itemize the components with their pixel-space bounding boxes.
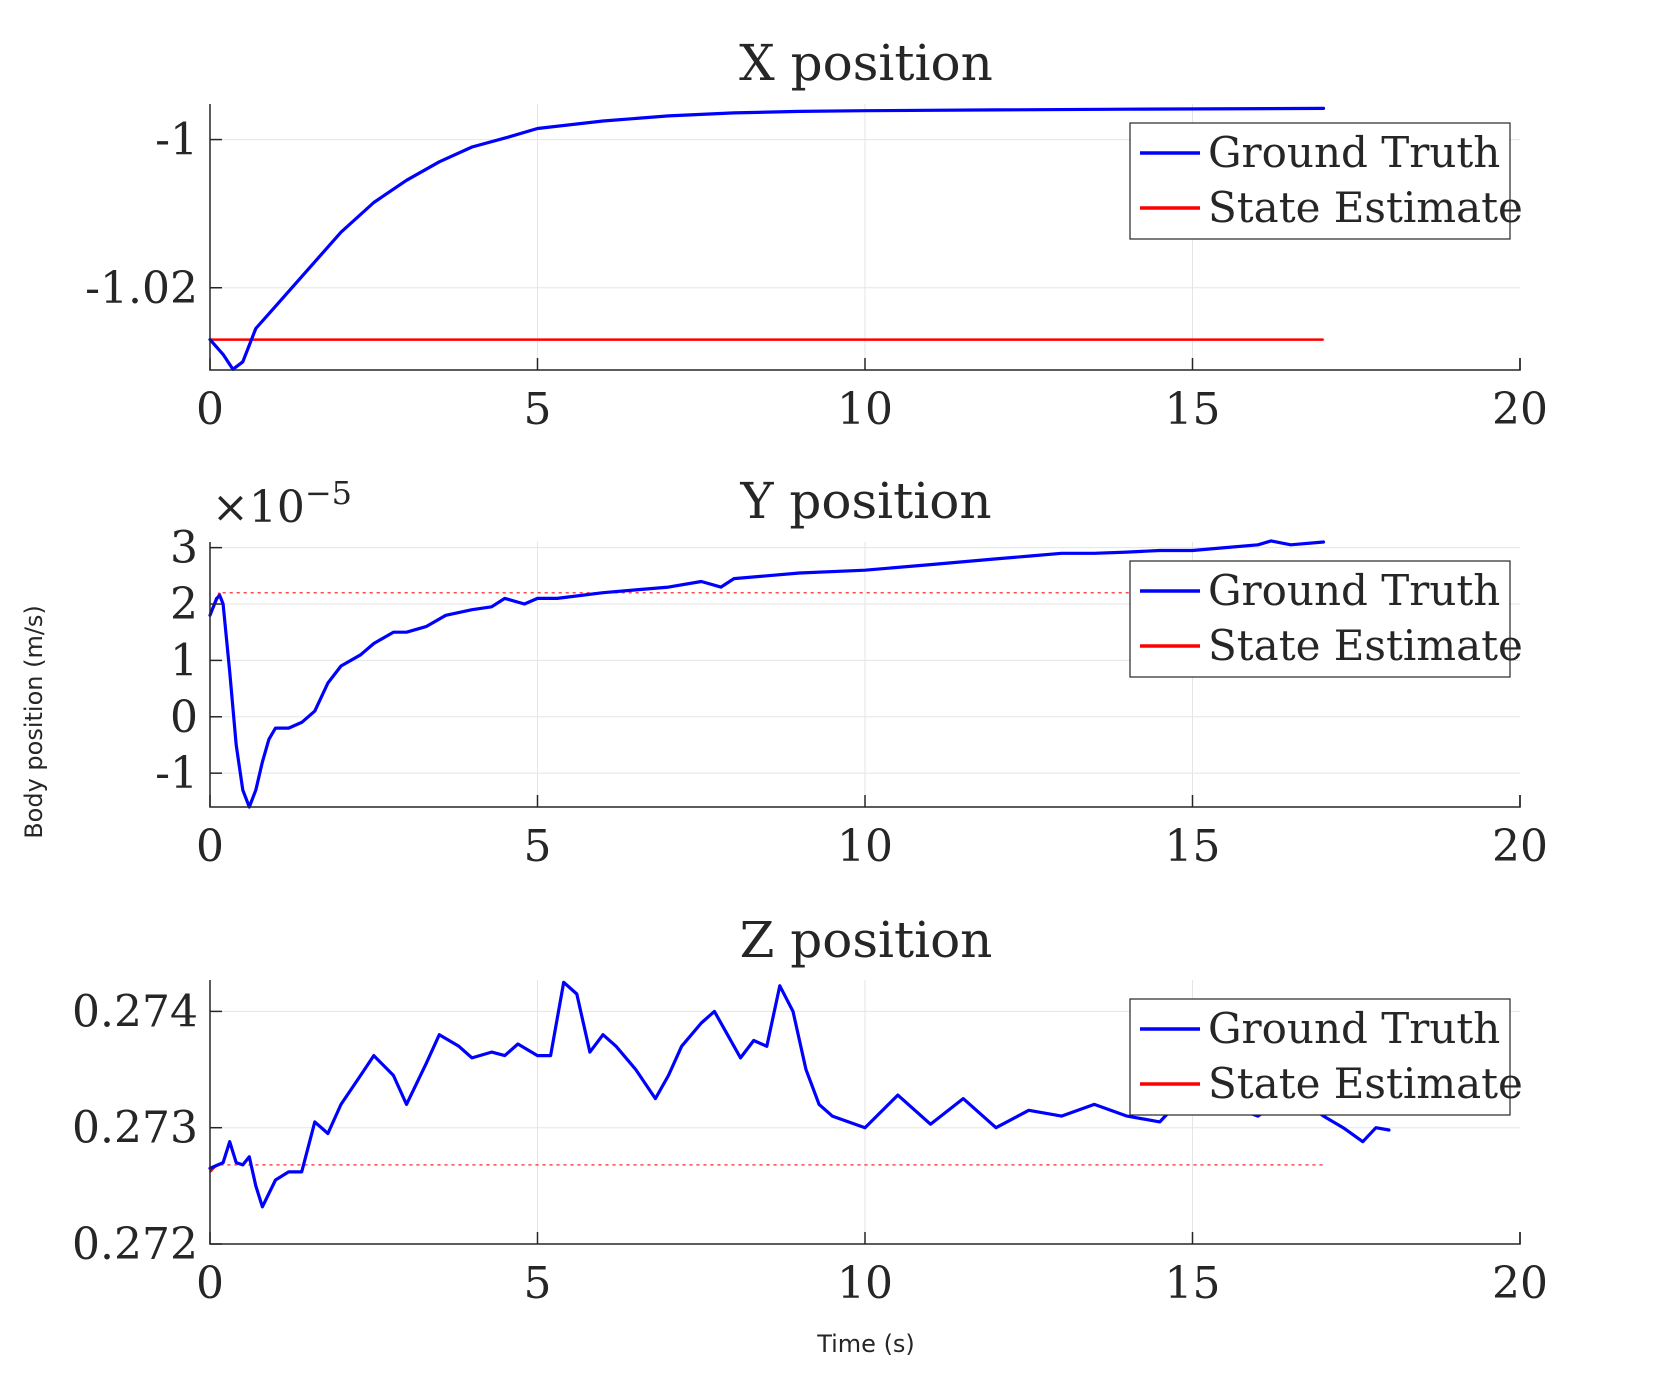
- x-tick-label: 15: [1165, 1258, 1221, 1309]
- x-tick-label: 0: [196, 1258, 224, 1309]
- ground-truth-series: [208, 980, 1391, 1209]
- y-tick-label: -1: [155, 115, 198, 166]
- x-tick-label: 0: [196, 821, 224, 872]
- legend: Ground Truth State Estimate: [1129, 122, 1523, 240]
- legend-entry: Ground Truth: [1208, 128, 1500, 177]
- legend-box: [1129, 122, 1511, 240]
- x-tick-label: 20: [1492, 384, 1548, 435]
- legend-box: [1129, 998, 1511, 1116]
- legend: Ground Truth State Estimate: [1129, 560, 1523, 678]
- subplot-z-position: 0 5 10 15 20 0.274 0.273 0.272 Z position Grou…: [72, 911, 1548, 1309]
- x-tick-label: 20: [1492, 821, 1548, 872]
- x-tick-label: 20: [1492, 1258, 1548, 1309]
- y-tick-label: 0.274: [72, 986, 198, 1037]
- y-tick-label: 3: [170, 523, 198, 574]
- x-tick-label: 10: [837, 384, 893, 435]
- x-tick-label: 5: [524, 1258, 552, 1309]
- legend: Ground Truth State Estimate: [1129, 998, 1523, 1116]
- y-tick-label: 0.273: [72, 1103, 198, 1154]
- y-tick-labels: -1 -1.02: [85, 115, 222, 314]
- x-tick-labels: 0 5 10 15 20: [196, 358, 1548, 435]
- exponent-base: ×10: [212, 482, 305, 533]
- legend-entry: Ground Truth: [1208, 566, 1500, 615]
- subplot-title: Y position: [739, 472, 991, 530]
- ground-truth-series: [208, 539, 1326, 809]
- subplot-title: X position: [739, 34, 993, 92]
- x-tick-label: 5: [524, 384, 552, 435]
- y-tick-label: 0.272: [72, 1219, 198, 1270]
- y-tick-label: -1: [155, 748, 198, 799]
- legend-entry: Ground Truth: [1208, 1004, 1500, 1053]
- y-exponent-label: ×10−5: [212, 474, 352, 533]
- ground-truth-series: [208, 106, 1326, 371]
- x-tick-labels: 0 5 10 15 20: [196, 795, 1548, 872]
- x-tick-label: 10: [837, 821, 893, 872]
- y-tick-labels: 0.274 0.273 0.272: [72, 986, 222, 1270]
- legend-entry: State Estimate: [1208, 621, 1523, 670]
- exponent-power: −5: [305, 474, 352, 512]
- y-tick-label: 2: [170, 579, 198, 630]
- subplot-title: Z position: [740, 911, 993, 969]
- x-tick-label: 5: [524, 821, 552, 872]
- y-tick-label: 0: [170, 692, 198, 743]
- x-tick-label: 15: [1165, 384, 1221, 435]
- x-tick-label: 10: [837, 1258, 893, 1309]
- x-tick-label: 0: [196, 384, 224, 435]
- subplot-x-position: 0 5 10 15 20 -1 -1.02 X position Ground Truth…: [85, 34, 1548, 435]
- ground-truth-line: [208, 980, 1391, 1209]
- legend-entry: State Estimate: [1208, 1059, 1523, 1108]
- x-tick-labels: 0 5 10 15 20: [196, 1232, 1548, 1309]
- ground-truth-line: [208, 539, 1326, 809]
- legend-box: [1129, 560, 1511, 678]
- y-tick-labels: 321 0-1: [155, 523, 222, 799]
- y-tick-label: 1: [170, 635, 198, 686]
- legend-entry: State Estimate: [1208, 183, 1523, 232]
- y-tick-label: -1.02: [85, 263, 198, 314]
- y-axis-label: Body position (m/s): [20, 605, 48, 839]
- x-tick-label: 15: [1165, 821, 1221, 872]
- ground-truth-line: [208, 106, 1326, 371]
- x-axis-label: Time (s): [816, 1330, 915, 1358]
